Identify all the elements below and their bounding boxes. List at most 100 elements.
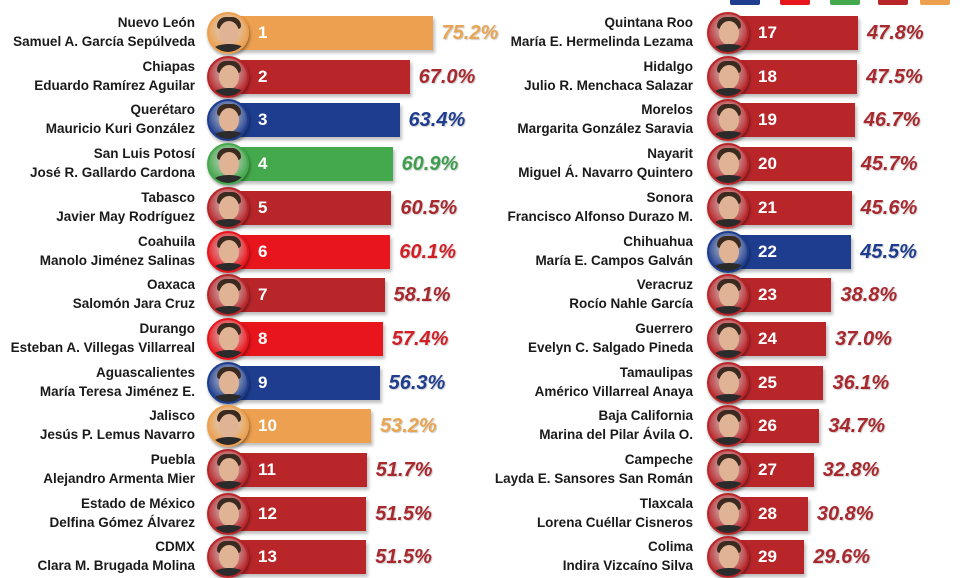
governor-name: Clara M. Brugada Molina bbox=[37, 558, 195, 574]
governor-photo bbox=[707, 361, 749, 404]
row-label: CDMX Clara M. Brugada Molina bbox=[37, 537, 195, 575]
rank-number: 25 bbox=[758, 372, 777, 392]
state-name: Campeche bbox=[624, 452, 693, 467]
value-label: 60.9% bbox=[401, 153, 459, 176]
rank-number: 10 bbox=[258, 416, 277, 436]
governor-name: María E. Campos Galván bbox=[535, 252, 693, 268]
state-name: Chihuahua bbox=[623, 233, 693, 249]
rank-number: 17 bbox=[758, 23, 777, 42]
row-label: Tamaulipas Américo Villarreal Anaya bbox=[535, 363, 693, 401]
legend-swatch-green bbox=[830, 0, 860, 5]
value-label: 51.7% bbox=[375, 459, 433, 481]
row-label: Sonora Francisco Alfonso Durazo M. bbox=[507, 188, 693, 226]
photo-body bbox=[212, 175, 246, 184]
photo-face bbox=[219, 108, 239, 133]
governor-photo bbox=[207, 492, 249, 535]
value-label: 63.4% bbox=[408, 109, 466, 132]
value-label: 60.5% bbox=[400, 196, 458, 219]
governor-name: Jesús P. Lemus Navarro bbox=[39, 427, 195, 443]
governor-name: Lorena Cuéllar Cisneros bbox=[536, 514, 693, 530]
state-name: Oaxaca bbox=[146, 277, 195, 293]
photo-face bbox=[219, 326, 239, 351]
rank-number: 28 bbox=[758, 503, 777, 523]
photo-face bbox=[719, 21, 739, 45]
state-name: Coahuila bbox=[137, 233, 195, 249]
governor-name: Marina del Pilar Ávila O. bbox=[539, 427, 693, 443]
value-label: 45.5% bbox=[860, 240, 917, 263]
value-label: 46.7% bbox=[863, 109, 921, 132]
legend-swatch-orange bbox=[920, 0, 950, 5]
photo-body bbox=[712, 568, 746, 577]
photo-face bbox=[719, 370, 739, 395]
row-label: Hidalgo Julio R. Menchaca Salazar bbox=[524, 57, 693, 95]
rank-number: 18 bbox=[758, 66, 777, 86]
photo-body bbox=[212, 393, 246, 402]
governor-name: Francisco Alfonso Durazo M. bbox=[507, 208, 693, 224]
governor-photo bbox=[207, 361, 249, 404]
photo-face bbox=[719, 283, 739, 308]
photo-body bbox=[712, 524, 746, 533]
state-name: Nuevo León bbox=[117, 15, 195, 30]
value-label: 45.7% bbox=[860, 153, 918, 176]
photo-body bbox=[212, 87, 246, 96]
governor-photo bbox=[207, 274, 249, 317]
state-name: Hidalgo bbox=[643, 58, 694, 74]
governor-photo bbox=[207, 186, 249, 229]
photo-face bbox=[719, 108, 739, 133]
governor-name: Samuel A. García Sepúlveda bbox=[13, 34, 195, 49]
value-label: 51.5% bbox=[375, 502, 432, 525]
legend-swatch-darkred bbox=[878, 0, 908, 5]
state-name: Aguascalientes bbox=[95, 364, 195, 380]
state-name: Chiapas bbox=[142, 58, 195, 74]
bar bbox=[228, 59, 410, 94]
photo-body bbox=[212, 262, 246, 271]
photo-face bbox=[719, 239, 739, 264]
bar bbox=[228, 147, 393, 182]
row-label: Jalisco Jesús P. Lemus Navarro bbox=[40, 406, 195, 444]
bar bbox=[228, 234, 391, 269]
value-label: 45.6% bbox=[860, 196, 918, 219]
bar bbox=[228, 365, 380, 400]
governor-name: Manolo Jiménez Salinas bbox=[39, 252, 195, 268]
photo-body bbox=[712, 437, 746, 446]
photo-face bbox=[219, 414, 239, 439]
photo-face bbox=[219, 195, 239, 220]
state-name: Sonora bbox=[646, 189, 693, 205]
state-name: Veracruz bbox=[636, 277, 693, 293]
governor-photo bbox=[207, 12, 249, 54]
governor-name: Rocío Nahle García bbox=[569, 296, 693, 312]
governor-name: Alejandro Armenta Mier bbox=[43, 471, 195, 486]
row-label: Baja California Marina del Pilar Ávila O. bbox=[539, 406, 693, 444]
value-label: 58.1% bbox=[393, 284, 451, 307]
photo-face bbox=[219, 545, 239, 570]
value-label: 57.4% bbox=[391, 327, 449, 350]
governor-name: María Teresa Jiménez E. bbox=[39, 383, 195, 399]
value-label: 75.2% bbox=[441, 22, 499, 44]
photo-face bbox=[719, 545, 739, 570]
governor-photo bbox=[207, 405, 249, 448]
row-label: Campeche Layda E. Sansores San Román bbox=[495, 450, 693, 488]
governor-photo bbox=[207, 449, 249, 491]
state-name: Morelos bbox=[641, 102, 693, 118]
governor-photo bbox=[207, 143, 249, 186]
value-label: 56.3% bbox=[388, 371, 446, 394]
value-label: 32.8% bbox=[822, 459, 880, 481]
bar bbox=[228, 540, 367, 575]
legend-swatch-blue bbox=[730, 0, 760, 5]
rank-number: 13 bbox=[258, 547, 277, 567]
row-label: Veracruz Rocío Nahle García bbox=[569, 275, 693, 313]
photo-face bbox=[719, 195, 739, 220]
governor-name: Julio R. Menchaca Salazar bbox=[524, 77, 693, 93]
bar bbox=[228, 453, 367, 487]
photo-face bbox=[719, 414, 739, 439]
photo-face bbox=[219, 64, 239, 89]
row-label: Nuevo León Samuel A. García Sepúlveda bbox=[13, 13, 195, 51]
photo-body bbox=[212, 349, 246, 358]
rank-number: 9 bbox=[258, 372, 268, 392]
value-label: 38.8% bbox=[840, 284, 898, 307]
state-name: Colima bbox=[647, 539, 693, 555]
value-label: 30.8% bbox=[816, 502, 874, 525]
row-label: Nayarit Miguel Á. Navarro Quintero bbox=[518, 144, 693, 182]
